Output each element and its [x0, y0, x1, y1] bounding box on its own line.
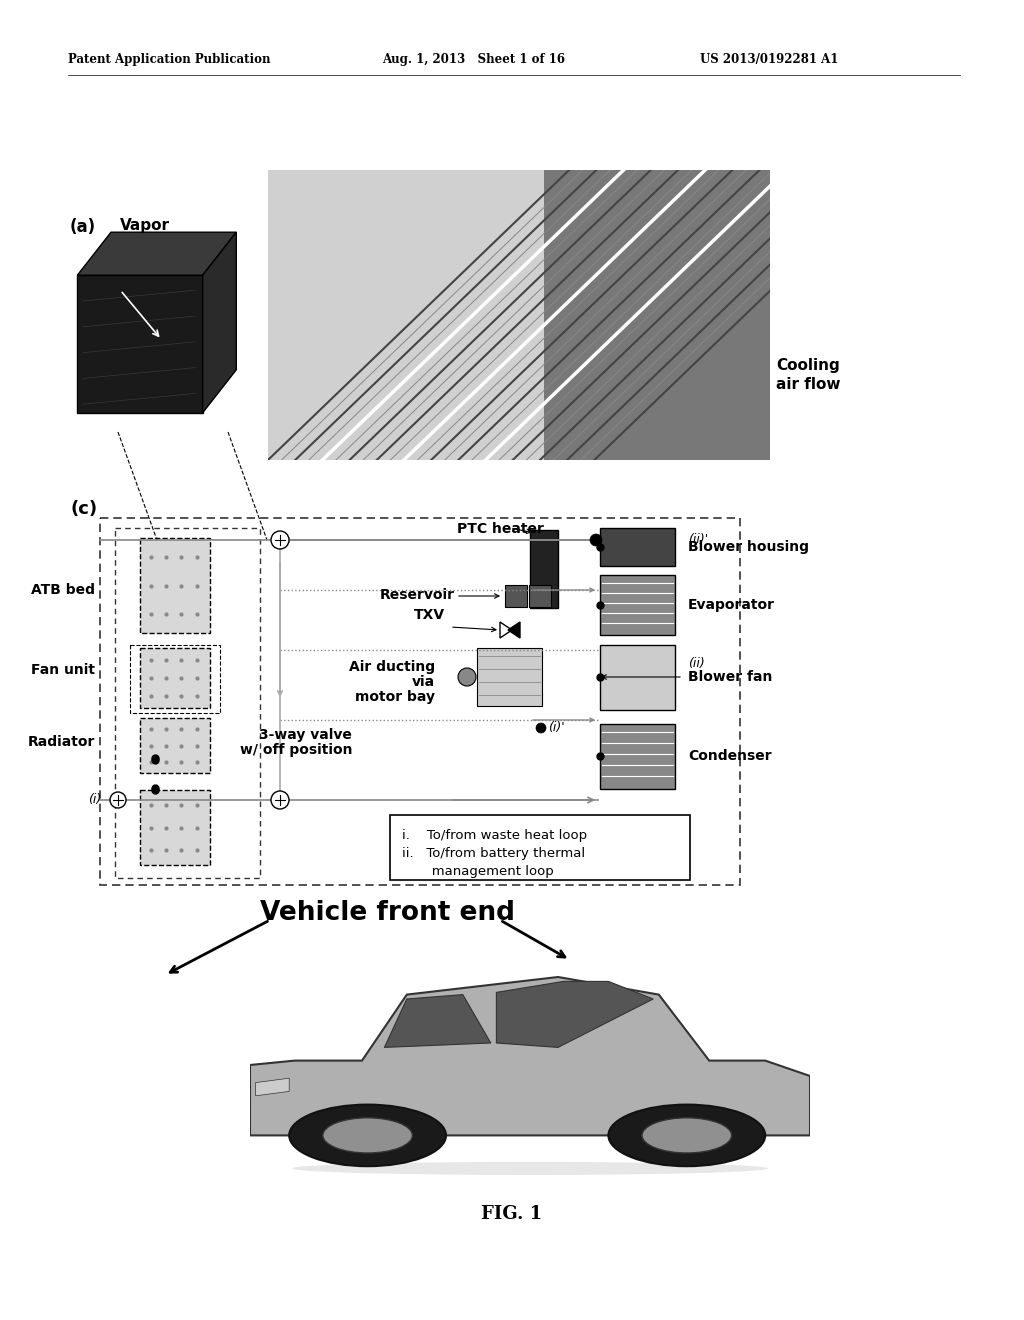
Bar — [600, 645, 675, 710]
Text: TXV: TXV — [414, 609, 445, 622]
Polygon shape — [78, 275, 203, 413]
Text: manifold: manifold — [120, 238, 196, 252]
Bar — [140, 648, 210, 708]
Bar — [100, 517, 740, 884]
Text: (ii): (ii) — [688, 656, 705, 669]
Ellipse shape — [292, 1162, 768, 1175]
Bar — [530, 531, 558, 609]
Text: Evaporator: Evaporator — [688, 598, 775, 612]
Text: Cooling: Cooling — [776, 358, 840, 374]
Text: ATB bed: ATB bed — [31, 583, 95, 597]
Text: Vapor flow: Vapor flow — [310, 294, 401, 310]
Polygon shape — [78, 232, 237, 275]
Polygon shape — [250, 977, 810, 1135]
Text: Condenser: Condenser — [688, 748, 772, 763]
Bar — [130, 645, 220, 713]
Text: Vapor: Vapor — [120, 218, 170, 234]
Text: (i): (i) — [88, 793, 101, 807]
Polygon shape — [384, 994, 490, 1047]
Text: PTC heater: PTC heater — [457, 521, 544, 536]
Polygon shape — [500, 622, 512, 638]
Circle shape — [590, 535, 602, 546]
Text: (b): (b) — [272, 176, 299, 193]
Circle shape — [458, 668, 476, 686]
Circle shape — [323, 1118, 413, 1152]
Bar — [505, 585, 527, 607]
Bar — [600, 576, 675, 635]
Text: FIG. 1: FIG. 1 — [481, 1205, 543, 1224]
Text: (i)': (i)' — [548, 722, 564, 734]
Text: (a): (a) — [70, 218, 96, 236]
Circle shape — [271, 531, 289, 549]
Text: 3-way valve: 3-way valve — [259, 729, 352, 742]
Text: motor bay: motor bay — [355, 690, 435, 704]
Circle shape — [110, 792, 126, 808]
Polygon shape — [203, 232, 237, 413]
Bar — [600, 723, 675, 789]
Text: US 2013/0192281 A1: US 2013/0192281 A1 — [700, 54, 839, 66]
Text: Aug. 1, 2013   Sheet 1 of 16: Aug. 1, 2013 Sheet 1 of 16 — [382, 54, 565, 66]
Bar — [140, 539, 210, 634]
Text: Fan unit: Fan unit — [31, 663, 95, 677]
Text: Adsorbent: Adsorbent — [319, 176, 409, 190]
Text: Stack: Stack — [295, 228, 343, 243]
Polygon shape — [497, 981, 653, 1047]
Circle shape — [271, 791, 289, 809]
Text: plates: plates — [295, 247, 348, 261]
Text: (c): (c) — [70, 500, 97, 517]
Circle shape — [642, 1118, 731, 1152]
Polygon shape — [508, 622, 520, 638]
Text: via: via — [412, 675, 435, 689]
Text: i.    To/from waste heat loop: i. To/from waste heat loop — [402, 829, 587, 842]
Bar — [477, 648, 542, 706]
Circle shape — [608, 1105, 765, 1166]
Bar — [544, 170, 770, 459]
Bar — [390, 814, 690, 880]
Text: air flow: air flow — [776, 378, 841, 392]
Text: Air ducting: Air ducting — [349, 660, 435, 675]
Text: w/ off position: w/ off position — [240, 743, 352, 756]
Bar — [140, 789, 210, 865]
Text: Reservoir: Reservoir — [380, 587, 455, 602]
Circle shape — [536, 723, 546, 733]
Polygon shape — [256, 1078, 289, 1096]
Text: management loop: management loop — [402, 865, 554, 878]
Text: layers: layers — [319, 194, 372, 209]
Text: Blower fan: Blower fan — [688, 671, 772, 684]
Text: Radiator: Radiator — [28, 735, 95, 748]
Text: ii.   To/from battery thermal: ii. To/from battery thermal — [402, 847, 585, 861]
Bar — [140, 718, 210, 774]
Text: (ii)': (ii)' — [688, 533, 709, 546]
Circle shape — [289, 1105, 446, 1166]
Text: Blower housing: Blower housing — [688, 540, 809, 554]
Bar — [529, 585, 551, 607]
Bar — [600, 528, 675, 566]
Bar — [115, 528, 260, 878]
Text: Vehicle front end: Vehicle front end — [260, 900, 515, 927]
Text: Patent Application Publication: Patent Application Publication — [68, 54, 270, 66]
